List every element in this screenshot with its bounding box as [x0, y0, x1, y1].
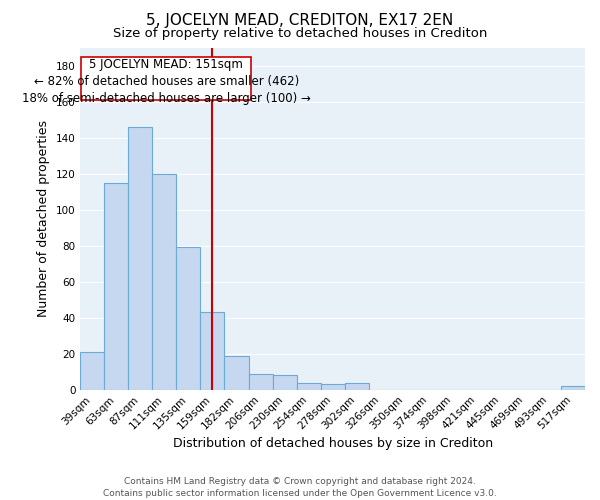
Bar — [248, 374, 272, 390]
Y-axis label: Number of detached properties: Number of detached properties — [37, 120, 50, 317]
Bar — [200, 312, 224, 390]
Bar — [561, 386, 585, 390]
Text: Size of property relative to detached houses in Crediton: Size of property relative to detached ho… — [113, 28, 487, 40]
FancyBboxPatch shape — [82, 56, 251, 100]
Bar — [104, 182, 128, 390]
Text: 5 JOCELYN MEAD: 151sqm
← 82% of detached houses are smaller (462)
18% of semi-de: 5 JOCELYN MEAD: 151sqm ← 82% of detached… — [22, 58, 311, 106]
Bar — [224, 356, 248, 390]
Bar — [80, 352, 104, 390]
Bar — [296, 382, 320, 390]
Bar — [320, 384, 344, 390]
Text: Contains HM Land Registry data © Crown copyright and database right 2024.
Contai: Contains HM Land Registry data © Crown c… — [103, 476, 497, 498]
Bar — [128, 127, 152, 390]
Text: 5, JOCELYN MEAD, CREDITON, EX17 2EN: 5, JOCELYN MEAD, CREDITON, EX17 2EN — [146, 12, 454, 28]
Bar — [272, 376, 296, 390]
Bar — [344, 382, 368, 390]
X-axis label: Distribution of detached houses by size in Crediton: Distribution of detached houses by size … — [173, 437, 493, 450]
Bar — [176, 248, 200, 390]
Bar — [152, 174, 176, 390]
